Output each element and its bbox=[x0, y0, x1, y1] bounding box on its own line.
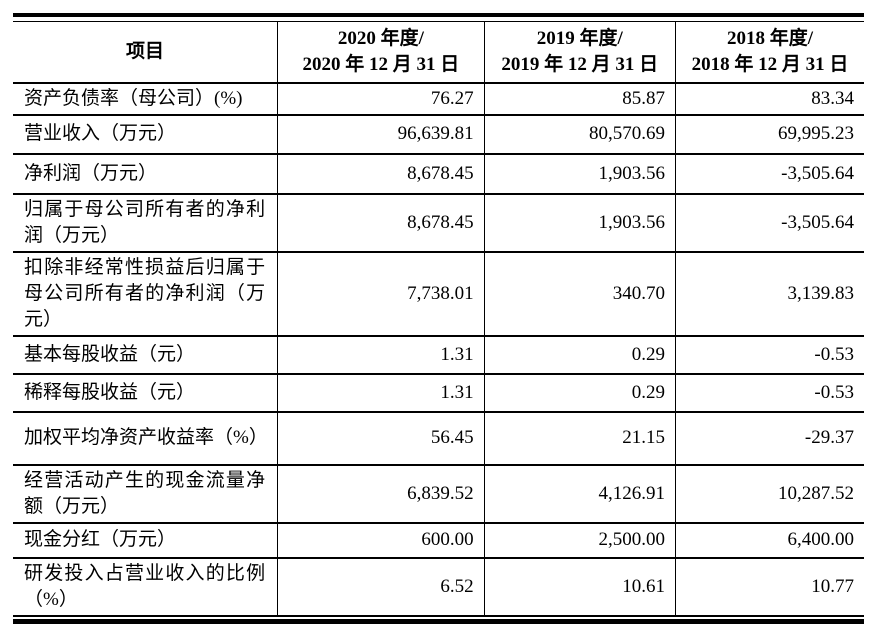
row-label: 基本每股收益（元） bbox=[24, 343, 196, 365]
row-label: 资产负债率（母公司）(%) bbox=[24, 87, 243, 109]
value-2018: -0.53 bbox=[675, 335, 864, 374]
table-row-basic-eps: 基本每股收益（元） 1.31 0.29 -0.53 bbox=[13, 335, 864, 374]
value-2020: 76.27 bbox=[277, 82, 485, 115]
value-2020: 1.31 bbox=[277, 373, 485, 412]
header-2020-line2: 2020 年 12 月 31 日 bbox=[302, 53, 460, 75]
value-2018: -3,505.64 bbox=[675, 153, 864, 194]
value-2019: 0.29 bbox=[483, 335, 676, 374]
value-2018: -3,505.64 bbox=[675, 193, 864, 252]
value-2019: 340.70 bbox=[483, 251, 676, 336]
header-cell-2020: 2020 年度/ 2020 年 12 月 31 日 bbox=[277, 21, 485, 83]
value-2020: 600.00 bbox=[277, 522, 485, 558]
row-label: 稀释每股收益（元） bbox=[24, 381, 196, 403]
table-row-diluted-eps: 稀释每股收益（元） 1.31 0.29 -0.53 bbox=[13, 373, 864, 412]
value-2018: 83.34 bbox=[675, 82, 864, 115]
header-cell-item: 项目 bbox=[13, 22, 278, 83]
header-item-label: 项目 bbox=[126, 40, 165, 62]
header-2019-line2: 2019 年 12 月 31 日 bbox=[501, 53, 659, 75]
value-2018: 3,139.83 bbox=[675, 251, 864, 336]
value-2018: 10.77 bbox=[675, 557, 864, 616]
value-2018: -0.53 bbox=[675, 373, 864, 412]
table-row-debt-ratio: 资产负债率（母公司）(%) 76.27 85.87 83.34 bbox=[13, 82, 864, 115]
header-2018-line1: 2018 年度/ bbox=[727, 27, 814, 49]
header-row: 项目 2020 年度/ 2020 年 12 月 31 日 2019 年度/ 20… bbox=[13, 21, 864, 83]
table-top-thick-rule bbox=[13, 13, 864, 17]
table-bottom-thick-rule bbox=[13, 618, 864, 624]
value-2019: 21.15 bbox=[483, 411, 676, 465]
value-2020: 7,738.01 bbox=[277, 251, 485, 336]
row-label: 现金分红（万元） bbox=[24, 529, 177, 550]
financial-data-table: 项目 2020 年度/ 2020 年 12 月 31 日 2019 年度/ 20… bbox=[13, 21, 864, 617]
value-2018: 10,287.52 bbox=[675, 464, 864, 523]
value-2020: 8,678.45 bbox=[277, 193, 485, 252]
header-2020-line1: 2020 年度/ bbox=[337, 27, 424, 49]
value-2020: 6,839.52 bbox=[277, 464, 485, 523]
table-row-rd-ratio: 研发投入占营业收入的比例（%） 6.52 10.61 10.77 bbox=[13, 557, 864, 616]
value-2019: 2,500.00 bbox=[483, 522, 676, 558]
value-2020: 56.45 bbox=[277, 411, 485, 465]
financial-summary-table: 项目 2020 年度/ 2020 年 12 月 31 日 2019 年度/ 20… bbox=[13, 13, 864, 624]
value-2019: 10.61 bbox=[483, 557, 676, 616]
row-label: 扣除非经常性损益后归属于母公司所有者的净利润（万元） bbox=[24, 256, 266, 330]
value-2020: 8,678.45 bbox=[277, 153, 485, 194]
value-2018: -29.37 bbox=[675, 411, 864, 465]
value-2019: 80,570.69 bbox=[483, 114, 676, 154]
table-row-net-profit: 净利润（万元） 8,678.45 1,903.56 -3,505.64 bbox=[13, 153, 864, 194]
table-row-operating-cash-flow: 经营活动产生的现金流量净额（万元） 6,839.52 4,126.91 10,2… bbox=[13, 464, 864, 523]
value-2019: 85.87 bbox=[483, 82, 676, 115]
header-cell-2018: 2018 年度/ 2018 年 12 月 31 日 bbox=[675, 21, 864, 83]
value-2018: 69,995.23 bbox=[675, 114, 864, 154]
value-2020: 1.31 bbox=[277, 335, 485, 374]
row-label: 经营活动产生的现金流量净额（万元） bbox=[24, 469, 266, 517]
row-label: 归属于母公司所有者的净利润（万元） bbox=[24, 198, 266, 246]
row-label: 营业收入（万元） bbox=[24, 123, 177, 144]
value-2019: 1,903.56 bbox=[483, 193, 676, 252]
row-label: 加权平均净资产收益率（%） bbox=[24, 427, 268, 448]
value-2019: 0.29 bbox=[483, 373, 676, 412]
table-row-cash-dividend: 现金分红（万元） 600.00 2,500.00 6,400.00 bbox=[13, 522, 864, 558]
table-row-net-profit-deducted: 扣除非经常性损益后归属于母公司所有者的净利润（万元） 7,738.01 340.… bbox=[13, 251, 864, 336]
table-row-net-profit-parent: 归属于母公司所有者的净利润（万元） 8,678.45 1,903.56 -3,5… bbox=[13, 193, 864, 252]
table-row-weighted-roe: 加权平均净资产收益率（%） 56.45 21.15 -29.37 bbox=[13, 411, 864, 465]
value-2019: 4,126.91 bbox=[483, 464, 676, 523]
table-row-revenue: 营业收入（万元） 96,639.81 80,570.69 69,995.23 bbox=[13, 114, 864, 154]
header-cell-2019: 2019 年度/ 2019 年 12 月 31 日 bbox=[483, 21, 676, 83]
value-2020: 6.52 bbox=[277, 557, 485, 616]
header-2019-line1: 2019 年度/ bbox=[536, 27, 623, 49]
value-2019: 1,903.56 bbox=[483, 153, 676, 194]
value-2018: 6,400.00 bbox=[675, 522, 864, 558]
row-label: 净利润（万元） bbox=[24, 162, 158, 184]
header-2018-line2: 2018 年 12 月 31 日 bbox=[691, 53, 849, 75]
value-2020: 96,639.81 bbox=[277, 114, 485, 154]
row-label: 研发投入占营业收入的比例（%） bbox=[24, 562, 266, 610]
